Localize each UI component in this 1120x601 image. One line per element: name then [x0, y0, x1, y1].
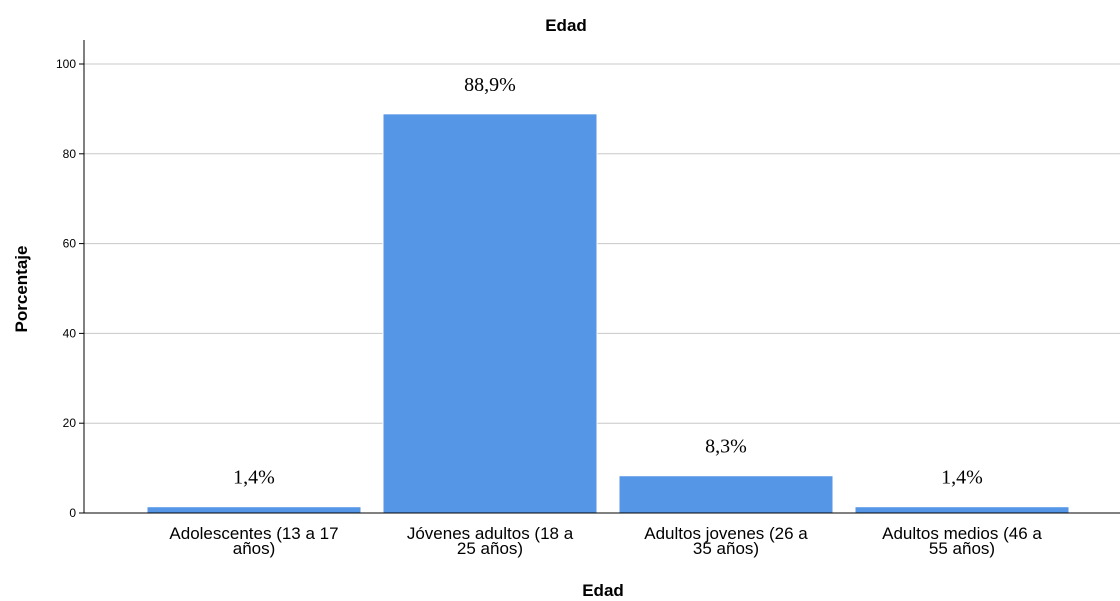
gridlines [84, 63, 1120, 424]
x-category-label: Jóvenes adultos (18 a 25 años) [407, 524, 574, 558]
y-tick-label: 40 [63, 326, 77, 340]
bar [854, 506, 1070, 514]
bar [618, 475, 834, 514]
y-tick-label: 100 [56, 57, 76, 71]
x-axis-title: Edad [582, 581, 624, 600]
bar [146, 506, 362, 514]
y-tick-label: 0 [69, 506, 76, 520]
data-label: 88,9% [464, 74, 516, 96]
chart-title: Edad [545, 16, 587, 35]
data-label: 8,3% [705, 436, 747, 458]
y-tick-labels: 0 20 40 60 80 100 [56, 57, 84, 520]
bar [382, 113, 598, 514]
data-label: 1,4% [941, 467, 983, 489]
data-labels: 1,4% 88,9% 8,3% 1,4% [233, 74, 983, 489]
category-labels: Adolescentes (13 a 17 años) Jóvenes adulto… [169, 524, 1042, 558]
x-category-label: Adultos jovenes (26 a 35 años) [644, 524, 808, 558]
y-tick-label: 20 [63, 416, 77, 430]
y-axis-title: Porcentaje [12, 246, 31, 333]
x-category-label: Adultos medios (46 a 55 años) [882, 524, 1042, 558]
x-category-label: Adolescentes (13 a 17 años) [169, 524, 338, 558]
y-tick-label: 80 [63, 147, 77, 161]
data-label: 1,4% [233, 467, 275, 489]
y-tick-label: 60 [63, 237, 77, 251]
bars [146, 113, 1070, 514]
